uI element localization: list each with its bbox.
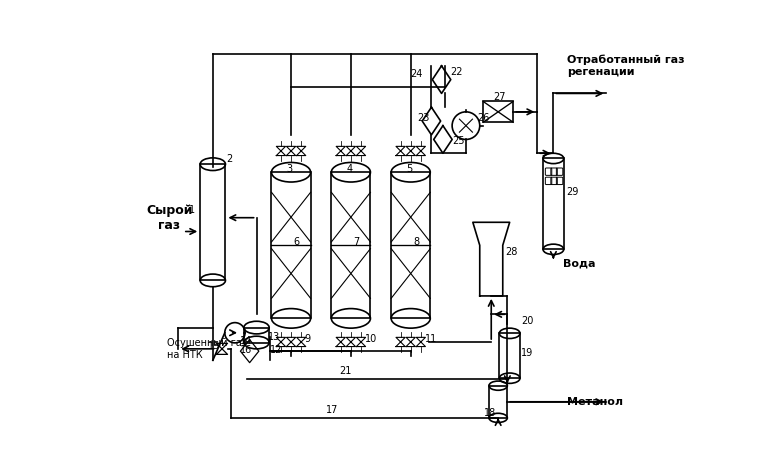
Bar xyxy=(200,164,225,281)
Bar xyxy=(489,386,507,418)
Text: 5: 5 xyxy=(406,164,413,174)
Text: Сырой
газ: Сырой газ xyxy=(146,204,193,232)
Text: 16: 16 xyxy=(240,345,253,356)
Text: 18: 18 xyxy=(484,407,497,418)
Text: 4: 4 xyxy=(346,164,353,174)
Text: 11: 11 xyxy=(424,334,437,344)
Text: 6: 6 xyxy=(293,238,300,247)
Text: 22: 22 xyxy=(451,67,463,77)
Bar xyxy=(499,333,520,378)
Text: 28: 28 xyxy=(505,246,517,257)
Text: 13: 13 xyxy=(268,332,280,342)
Text: Осушенный газ
на НТК: Осушенный газ на НТК xyxy=(167,338,246,360)
Text: 21: 21 xyxy=(339,366,352,376)
Text: 29: 29 xyxy=(566,187,579,197)
Text: 14: 14 xyxy=(240,336,253,346)
Text: 12: 12 xyxy=(271,345,282,356)
Text: Отработанный газ
регенации: Отработанный газ регенации xyxy=(567,55,685,77)
Bar xyxy=(391,172,431,319)
Text: 20: 20 xyxy=(521,316,534,325)
Text: 15: 15 xyxy=(208,341,221,351)
Text: Метанол: Метанол xyxy=(567,397,623,407)
Text: 10: 10 xyxy=(365,334,377,344)
Text: Вода: Вода xyxy=(562,259,595,269)
Text: 25: 25 xyxy=(452,136,465,146)
Text: 9: 9 xyxy=(305,334,311,344)
Text: 23: 23 xyxy=(417,113,430,123)
Bar xyxy=(332,172,370,319)
Bar xyxy=(271,172,310,319)
Text: 24: 24 xyxy=(411,69,423,79)
Text: 3: 3 xyxy=(286,164,292,174)
Text: 19: 19 xyxy=(521,348,534,358)
Text: 1: 1 xyxy=(190,205,196,215)
Bar xyxy=(483,101,513,122)
Text: 26: 26 xyxy=(477,113,490,123)
Text: 8: 8 xyxy=(413,238,419,247)
Text: 27: 27 xyxy=(494,92,506,102)
Text: 2: 2 xyxy=(226,155,232,164)
Bar xyxy=(543,158,564,250)
Text: 17: 17 xyxy=(325,405,338,415)
Text: 7: 7 xyxy=(353,238,360,247)
Bar xyxy=(244,327,269,343)
